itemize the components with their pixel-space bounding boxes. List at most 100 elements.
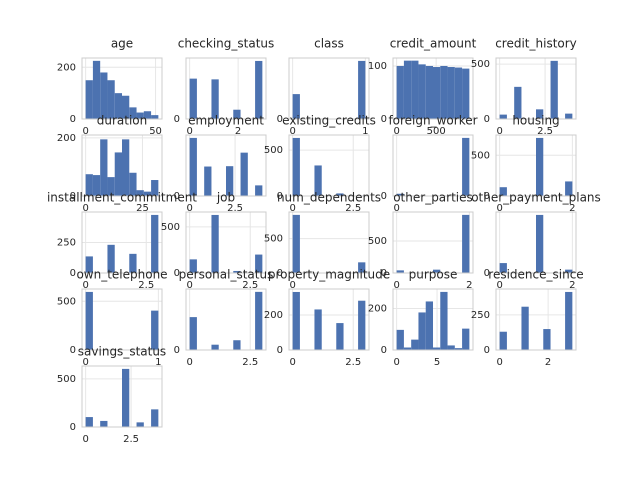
subplot-title: employment (188, 114, 264, 128)
subplot-title: duration (97, 114, 148, 128)
bar (151, 214, 159, 273)
bar (189, 137, 197, 196)
x-tick-label: 0 (393, 203, 399, 214)
bar (92, 60, 101, 119)
bar (462, 214, 470, 273)
bar (151, 115, 159, 119)
subplot: 0 500 0 2 housing (471, 114, 577, 214)
bar (85, 417, 93, 427)
bar (358, 60, 366, 119)
x-tick-label: 0 (496, 280, 502, 291)
x-tick-label: 0 (186, 357, 192, 368)
plot-area (289, 58, 369, 119)
y-tick-label: 0 (277, 114, 283, 125)
axes-frame (288, 288, 370, 351)
bar (107, 177, 115, 196)
bar (462, 137, 470, 196)
subplot-title: credit_amount (390, 37, 477, 51)
x-tick-label: 2.5 (537, 126, 553, 137)
x-tick-label: 2.5 (242, 357, 258, 368)
subplot-title: own_telephone (76, 268, 167, 282)
bar (425, 301, 433, 350)
bar (100, 139, 108, 196)
y-tick-label: 500 (264, 234, 283, 245)
y-tick-label: 250 (471, 310, 490, 321)
x-tick-label: 5 (434, 357, 440, 368)
bar (396, 65, 404, 119)
bar (499, 187, 507, 196)
y-tick-label: 0 (70, 345, 76, 356)
x-tick-label: 2.5 (345, 357, 361, 368)
bar (151, 310, 159, 350)
subplot-title: installment_commitment (47, 191, 197, 205)
bar (433, 347, 441, 350)
bar (433, 67, 441, 119)
bar (425, 65, 433, 119)
bar (129, 172, 137, 196)
y-tick-label: 250 (57, 238, 76, 249)
x-tick-label: 0 (289, 280, 295, 291)
bar (85, 256, 93, 273)
bar (565, 291, 573, 350)
bar (129, 107, 137, 119)
y-tick-label: 500 (368, 236, 387, 247)
y-tick-label: 0 (277, 268, 283, 279)
axes-frame (288, 134, 370, 197)
bar (521, 306, 529, 350)
bar (151, 180, 159, 196)
subplot-title: other_payment_plans (471, 191, 601, 205)
x-tick-label: 25 (136, 203, 149, 214)
bar (136, 190, 144, 196)
bar (255, 185, 263, 196)
bar (292, 137, 300, 196)
subplot: 0 500 0 2.5 credit_history (471, 37, 577, 138)
y-tick-label: 0 (70, 268, 76, 279)
bar (255, 291, 263, 350)
subplot-title: residence_since (488, 268, 583, 282)
y-tick-label: 0 (484, 268, 490, 279)
bar (151, 409, 159, 427)
plot-area (289, 289, 369, 350)
bar (136, 112, 144, 119)
subplot-title: existing_credits (282, 114, 376, 128)
x-tick-label: 0 (393, 126, 399, 137)
bar (211, 79, 219, 119)
bar (396, 193, 404, 196)
axes-frame (185, 57, 267, 120)
bar (565, 269, 573, 273)
bar (536, 137, 544, 196)
bar (211, 214, 219, 273)
subplot-title: property_magnitude (268, 268, 390, 282)
axes-frame (495, 211, 577, 274)
bar (314, 165, 322, 196)
subplot-title: job (216, 191, 235, 205)
axes-frame (81, 211, 163, 274)
bar (440, 291, 448, 350)
x-tick-label: 2.5 (345, 203, 361, 214)
bar (122, 95, 130, 119)
x-tick-label: 0 (289, 126, 295, 137)
bar (233, 270, 241, 273)
subplot-title: housing (512, 114, 559, 128)
bar (189, 259, 197, 273)
axes-frame (288, 211, 370, 274)
subplot-title: age (111, 37, 133, 51)
x-tick-label: 50 (149, 126, 162, 137)
bar (114, 152, 122, 196)
axes-frame (81, 365, 163, 428)
bar (255, 254, 263, 273)
subplot: 0 100 0 500 credit_amount (368, 37, 477, 138)
bar (565, 181, 573, 196)
bar (454, 67, 463, 119)
x-tick-label: 0 (496, 126, 502, 137)
bar (129, 253, 137, 273)
x-tick-label: 0 (82, 280, 88, 291)
bar (358, 300, 366, 350)
plot-area (289, 135, 369, 196)
y-tick-label: 0 (70, 422, 76, 433)
